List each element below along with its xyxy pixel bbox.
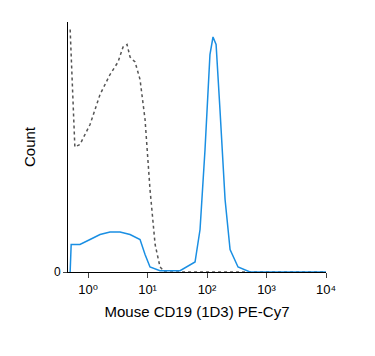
svg-text:0: 0 <box>54 265 61 279</box>
svg-text:Count: Count <box>21 126 38 167</box>
svg-text:10¹: 10¹ <box>138 282 157 297</box>
svg-text:10³: 10³ <box>257 282 276 297</box>
svg-text:10²: 10² <box>198 282 217 297</box>
svg-text:10⁴: 10⁴ <box>316 282 336 297</box>
svg-text:Mouse CD19 (1D3) PE-Cy7: Mouse CD19 (1D3) PE-Cy7 <box>104 303 289 320</box>
svg-text:10⁰: 10⁰ <box>78 282 98 297</box>
